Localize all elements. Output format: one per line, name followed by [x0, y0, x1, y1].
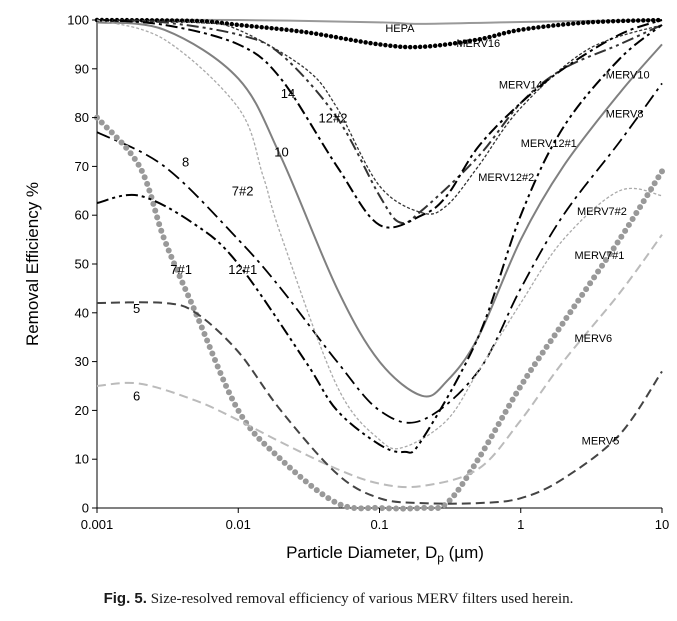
- x-tick-label: 0.001: [81, 517, 114, 532]
- y-tick-label: 60: [75, 208, 89, 223]
- annotation-17: 12#1: [228, 262, 257, 277]
- annotation-1: MERV16: [456, 38, 500, 50]
- series-line-5: [96, 19, 663, 229]
- y-axis-title: Removal Efficiency %: [23, 182, 42, 346]
- annotation-15: 7#2: [232, 184, 254, 199]
- x-axis-title: Particle Diameter, Dp (µm): [286, 543, 484, 565]
- series-line-3: [96, 19, 663, 215]
- annotation-19: 6: [133, 389, 140, 404]
- annotation-3: MERV10: [606, 70, 650, 82]
- annotation-10: MERV5: [582, 436, 620, 448]
- y-tick-label: 20: [75, 403, 89, 418]
- y-tick-label: 0: [82, 501, 89, 516]
- series-line-9: [96, 24, 663, 454]
- y-tick-label: 50: [75, 257, 89, 272]
- y-tick-label: 80: [75, 110, 89, 125]
- annotation-13: 10: [274, 145, 288, 160]
- x-axis-title-main: Particle Diameter, D: [286, 543, 437, 562]
- annotation-7: MERV7#2: [577, 206, 627, 218]
- annotation-5: MERV12#1: [521, 138, 577, 150]
- figure-caption: Fig. 5. Size-resolved removal efficiency…: [0, 590, 677, 608]
- efficiency-chart: 0 10 20 30 40 50 60 70 80 90 100 0.001 0.01 0.1 1 10 HE…: [23, 13, 669, 566]
- series-line-10: [96, 234, 663, 489]
- annotation-6: MERV12#2: [478, 172, 534, 184]
- annotation-11: 14: [281, 86, 295, 101]
- x-tick-label: 0.1: [370, 517, 388, 532]
- curves-layer: [94, 17, 665, 512]
- x-axis-title-unit: (µm): [444, 543, 484, 562]
- curve-labels: HEPA MERV16 MERV14 MERV10 MERV8 MERV12#1 MERV1…: [133, 23, 650, 447]
- x-tick-label: 1: [517, 517, 524, 532]
- annotation-9: MERV6: [574, 333, 612, 345]
- y-tick-label: 90: [75, 61, 89, 76]
- y-tick-label: 30: [75, 354, 89, 369]
- x-tick-label: 10: [655, 517, 669, 532]
- series-line-1: [94, 17, 665, 50]
- series-line-0: [96, 18, 663, 25]
- x-tick-label: 0.01: [226, 517, 251, 532]
- y-tick-label: 10: [75, 452, 89, 467]
- annotation-14: 8: [182, 154, 189, 169]
- series-line-11: [96, 301, 663, 505]
- annotation-18: 5: [133, 301, 140, 316]
- series-line-6: [96, 82, 663, 424]
- series-line-4: [96, 21, 663, 398]
- annotation-2: MERV14: [499, 79, 543, 91]
- x-axis-title-subscript: p: [437, 551, 444, 565]
- annotation-4: MERV8: [606, 109, 644, 121]
- caption-text: Size-resolved removal efficiency of vari…: [150, 591, 574, 607]
- annotation-8: MERV7#1: [574, 250, 624, 262]
- series-line-8: [94, 114, 665, 512]
- annotation-0: HEPA: [385, 23, 415, 35]
- series-line-7: [96, 19, 663, 450]
- annotation-12: 12#2: [319, 110, 348, 125]
- y-tick-label: 40: [75, 305, 89, 320]
- caption-label: Fig. 5.: [103, 590, 147, 607]
- annotation-16: 7#1: [170, 262, 192, 277]
- axis-ticks: 0 10 20 30 40 50 60 70 80 90 100 0.001 0.01 0.1 1 10: [67, 13, 669, 533]
- y-tick-label: 70: [75, 159, 89, 174]
- series-line-2: [96, 19, 663, 225]
- y-tick-label: 100: [67, 13, 89, 28]
